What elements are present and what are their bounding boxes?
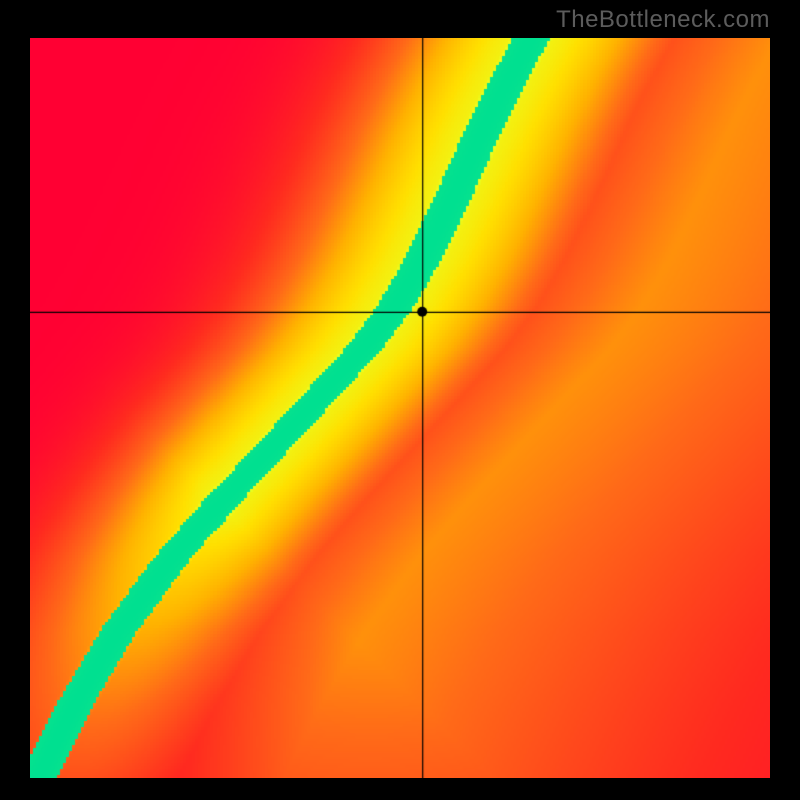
plot-area: [30, 38, 770, 778]
heatmap-canvas: [30, 38, 770, 778]
watermark-label: TheBottleneck.com: [556, 6, 770, 34]
chart-frame: TheBottleneck.com: [0, 0, 800, 800]
